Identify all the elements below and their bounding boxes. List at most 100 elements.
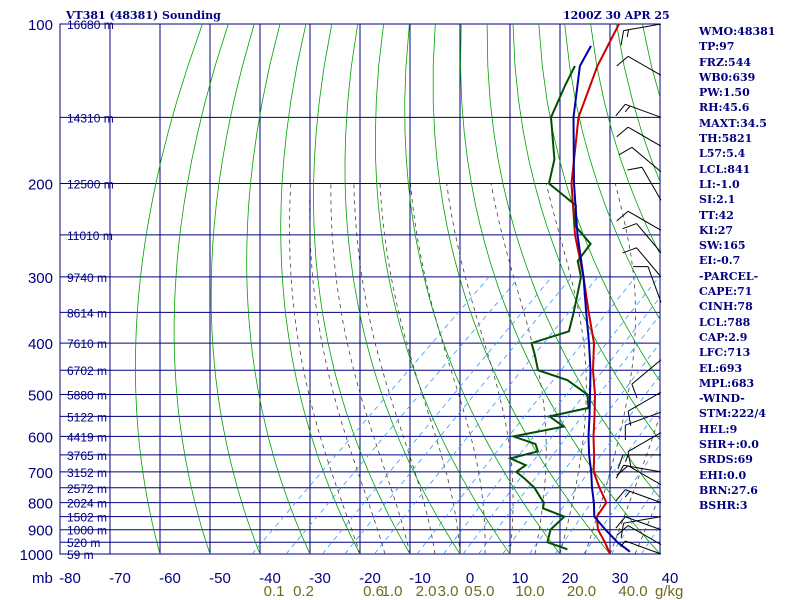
dry-adiabat-line xyxy=(344,24,461,554)
index-item: -PARCEL- xyxy=(699,269,759,283)
wind-barb-flag xyxy=(624,491,631,498)
moist-adiabat-line xyxy=(446,183,514,554)
wind-barb-flag xyxy=(615,104,626,117)
height-label: 1000 m xyxy=(67,524,107,538)
temperature-tick-label: -80 xyxy=(59,570,81,587)
wind-barb xyxy=(622,223,662,253)
mixing-ratio-label: 5.0 xyxy=(474,583,495,600)
wind-barb xyxy=(633,266,662,303)
wind-barb-flag xyxy=(616,55,629,67)
wind-barb xyxy=(624,411,662,441)
wind-barb-staff xyxy=(647,266,662,303)
mixing-ratio-unit-label: g/kg xyxy=(655,583,683,600)
wind-barb-flag xyxy=(622,223,637,230)
index-item: TP:97 xyxy=(699,40,735,54)
height-label: 4419 m xyxy=(67,430,107,444)
index-item: L57:5.4 xyxy=(699,147,746,161)
wind-barb xyxy=(615,516,662,531)
height-label: 3152 m xyxy=(67,466,107,480)
index-item: SI:2.1 xyxy=(699,193,736,207)
dry-adiabat-line xyxy=(564,24,660,321)
time-title: 1200Z 30 APR 25 xyxy=(563,9,670,22)
wind-barb xyxy=(618,146,662,173)
height-label: 6702 m xyxy=(67,364,107,378)
wind-barb xyxy=(616,126,662,147)
dry-adiabat-line xyxy=(173,24,229,554)
index-item: FRZ:544 xyxy=(699,55,752,69)
wind-barb-flag xyxy=(616,465,629,476)
wind-barb-staff xyxy=(631,359,662,385)
wind-barb-flag xyxy=(615,516,626,529)
mixing-ratio-line xyxy=(443,276,660,554)
wind-barb-flag xyxy=(620,30,625,46)
mixing-ratio-label: 0.6 xyxy=(363,583,384,600)
mixing-ratio-label: 2.0 xyxy=(416,583,437,600)
temperature-tick-label: -40 xyxy=(259,570,281,587)
wind-barb-flag xyxy=(620,540,626,548)
moist-adiabat-line xyxy=(379,183,461,554)
index-item: TT:42 xyxy=(699,208,734,222)
temperature-tick-label: 40 xyxy=(662,570,679,587)
wind-barb-staff xyxy=(625,103,662,118)
index-item: CAPE:71 xyxy=(699,285,753,299)
index-item: BSHR:3 xyxy=(699,499,748,513)
wind-barb xyxy=(615,103,662,118)
height-label: 11010 m xyxy=(67,229,113,243)
mixing-ratio-line xyxy=(416,276,636,554)
wind-barb-flag xyxy=(617,454,624,470)
wind-barb-staff xyxy=(625,489,662,504)
series-layer xyxy=(507,24,631,554)
moist-adiabat-line xyxy=(353,183,436,554)
pressure-tick-label: 900 xyxy=(28,523,53,540)
dry-adiabat-line xyxy=(590,24,660,255)
pressure-tick-label: 100 xyxy=(28,17,53,34)
dry-adiabat-line xyxy=(404,24,561,554)
grid-layer xyxy=(59,23,661,555)
index-item: CAP:2.9 xyxy=(699,330,748,344)
moist-adiabat-line xyxy=(545,183,587,554)
wind-barb-flag xyxy=(625,454,629,463)
mixing-ratio-label: 0 xyxy=(464,583,472,600)
index-item: KI:27 xyxy=(699,223,734,237)
height-label: 59 m xyxy=(67,548,94,562)
dry-adiabat-line xyxy=(210,24,261,554)
dry-adiabat-line xyxy=(772,24,800,554)
index-item: EHI:0.0 xyxy=(699,468,747,482)
dry-adiabat-line xyxy=(280,24,361,554)
wind-barb-staff xyxy=(627,525,662,546)
moist-adiabat-line xyxy=(309,183,386,554)
pressure-tick-label: 1000 xyxy=(20,547,53,564)
dry-adiabat-line xyxy=(374,24,511,554)
index-item: SHR+:0.0 xyxy=(699,438,759,452)
index-item: SRDS:69 xyxy=(699,453,753,467)
dry-adiabat-line xyxy=(460,24,660,554)
moist-adiabat-line xyxy=(490,183,547,554)
temperature-tick-label: 10 xyxy=(512,570,529,587)
height-label: 1502 m xyxy=(67,511,107,525)
height-label: 12500 m xyxy=(67,178,114,192)
moist-adiabat-line xyxy=(330,183,411,554)
index-item: SW:165 xyxy=(699,239,746,253)
pressure-tick-label: 200 xyxy=(28,177,53,194)
height-label: 2572 m xyxy=(67,482,107,496)
height-label: 14310 m xyxy=(67,111,114,125)
wind-barb xyxy=(616,210,662,231)
mixing-ratio-line xyxy=(251,276,490,554)
index-item: HEL:9 xyxy=(699,422,738,436)
temperature-tick-label: 30 xyxy=(612,570,629,587)
pressure-tick-label: 400 xyxy=(28,336,53,353)
pressure-tick-label: 600 xyxy=(28,429,53,446)
mixing-ratio-line xyxy=(478,314,660,554)
height-label: 16680 m xyxy=(67,18,114,32)
wind-barb-staff xyxy=(636,223,662,253)
mixing-ratio-label: 40.0 xyxy=(618,583,647,600)
station-title: VT381 (48381) Sounding xyxy=(66,9,221,22)
parcel-line xyxy=(572,45,631,553)
mixing-ratio-label: 0.1 xyxy=(264,583,285,600)
height-label: 2024 m xyxy=(67,497,107,511)
wind-barb-staff xyxy=(641,167,662,201)
wind-barb xyxy=(616,55,662,76)
wind-barb-flag xyxy=(624,105,631,113)
wind-barb-flag xyxy=(626,29,629,38)
